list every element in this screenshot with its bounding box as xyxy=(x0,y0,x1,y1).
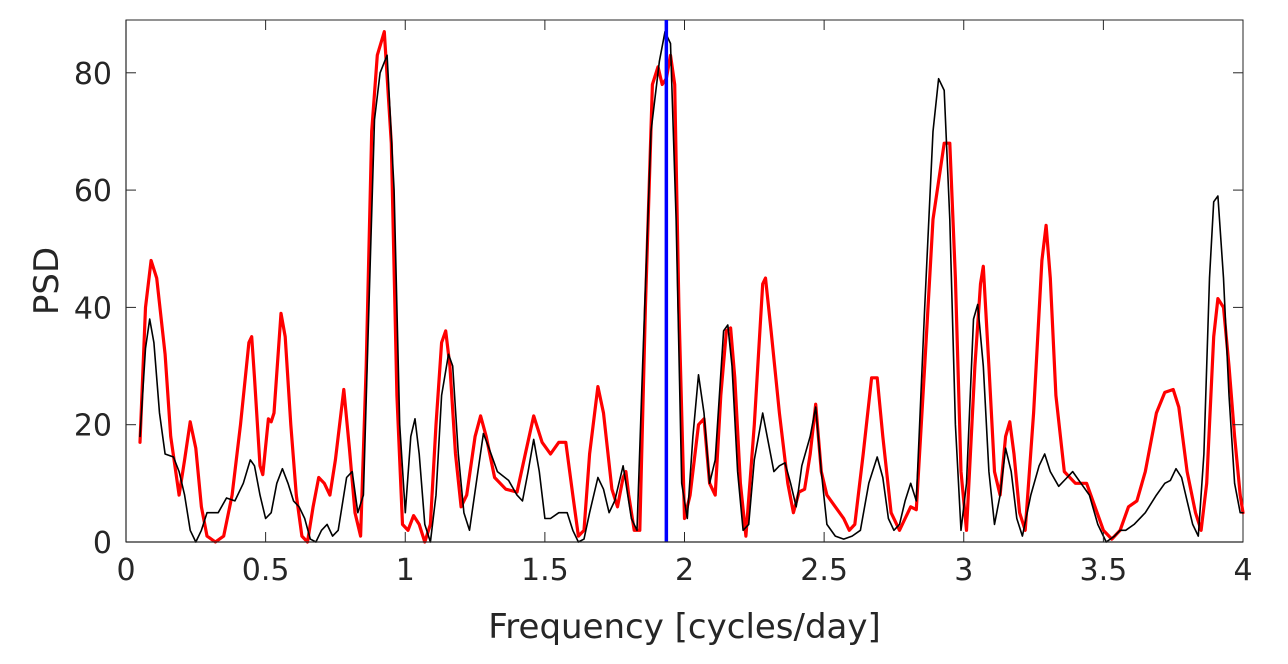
x-tick-label: 3.5 xyxy=(1080,553,1128,588)
x-tick-label: 0.5 xyxy=(242,553,290,588)
y-tick-label: 80 xyxy=(74,57,112,92)
y-axis-label: PSD xyxy=(27,247,67,315)
y-tick-label: 60 xyxy=(74,174,112,209)
plot-area xyxy=(125,19,1244,543)
x-tick-label: 1 xyxy=(396,553,415,588)
x-tick-label: 3 xyxy=(954,553,973,588)
x-tick-label: 1.5 xyxy=(521,553,569,588)
plot-frame xyxy=(125,19,1244,543)
x-tick-label: 2 xyxy=(675,553,694,588)
y-tick-label: 20 xyxy=(74,409,112,444)
y-tick-label: 40 xyxy=(74,291,112,326)
x-tick-label: 2.5 xyxy=(800,553,848,588)
x-axis-label: Frequency [cycles/day] xyxy=(488,607,881,647)
x-tick-label: 0 xyxy=(116,553,135,588)
y-tick-label: 0 xyxy=(93,526,112,561)
x-tick-label: 4 xyxy=(1233,553,1252,588)
